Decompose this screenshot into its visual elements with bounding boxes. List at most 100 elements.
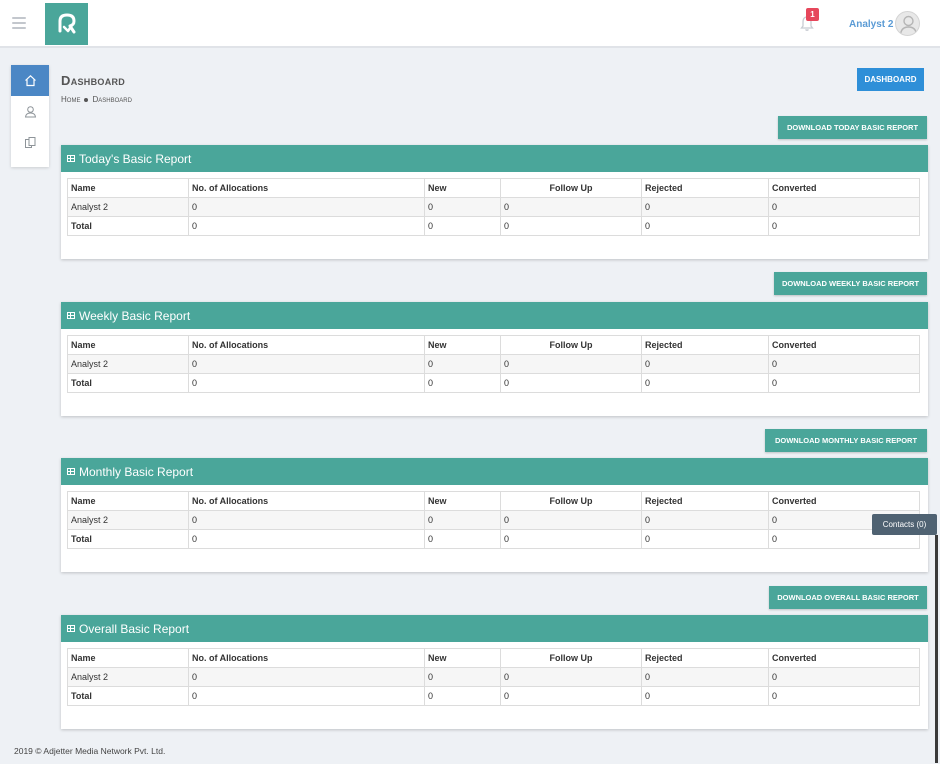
table-icon [67, 155, 75, 162]
table-cell: Analyst 2 [67, 354, 189, 374]
sidebar-item-users[interactable] [11, 96, 49, 127]
report-table: Name No. of Allocations New Follow Up Reject… [67, 491, 920, 549]
table-cell: Analyst 2 [67, 510, 189, 530]
table-cell: 0 [641, 373, 769, 393]
column-header[interactable]: Converted [768, 648, 920, 668]
scrollbar[interactable] [935, 535, 938, 763]
column-header[interactable]: Name [67, 335, 189, 355]
table-cell: 0 [500, 529, 642, 549]
page-title: Dashboard [61, 73, 126, 88]
table-row: Total 0 0 0 0 0 [67, 529, 920, 549]
column-header[interactable]: No. of Allocations [188, 491, 425, 511]
column-header[interactable]: Follow Up [500, 648, 642, 668]
table-cell: 0 [424, 197, 501, 217]
panel-header: Monthly Basic Report [61, 458, 928, 485]
table-icon [67, 625, 75, 632]
column-header[interactable]: Rejected [641, 335, 769, 355]
table-cell: 0 [500, 197, 642, 217]
column-header[interactable]: Converted [768, 491, 920, 511]
user-name-link[interactable]: Analyst 2 [849, 19, 894, 30]
column-header[interactable]: Name [67, 491, 189, 511]
download-monthly-report-button[interactable]: DOWNLOAD MONTHLY BASIC REPORT [765, 429, 927, 452]
panel-header: Overall Basic Report [61, 615, 928, 642]
table-cell: Total [67, 686, 189, 706]
column-header[interactable]: Name [67, 648, 189, 668]
report-table: Name No. of Allocations New Follow Up Reject… [67, 178, 920, 236]
table-cell: 0 [424, 510, 501, 530]
breadcrumb: Home Dashboard [61, 95, 132, 104]
panel-title: Today's Basic Report [79, 151, 192, 166]
download-overall-report-button[interactable]: DOWNLOAD OVERALL BASIC REPORT [769, 586, 927, 609]
table-cell: 0 [641, 197, 769, 217]
sidebar-item-home[interactable] [11, 65, 49, 96]
column-header[interactable]: Converted [768, 335, 920, 355]
table-cell: 0 [188, 197, 425, 217]
column-header[interactable]: Rejected [641, 491, 769, 511]
table-cell: 0 [500, 686, 642, 706]
report-table: Name No. of Allocations New Follow Up Reject… [67, 335, 920, 393]
table-cell: 0 [641, 686, 769, 706]
download-today-report-button[interactable]: DOWNLOAD TODAY BASIC REPORT [778, 116, 927, 139]
sidebar-item-reports[interactable] [11, 127, 49, 158]
panel-header: Today's Basic Report [61, 145, 928, 172]
column-header[interactable]: No. of Allocations [188, 335, 425, 355]
column-header[interactable]: New [424, 335, 501, 355]
table-header-row: Name No. of Allocations New Follow Up Reject… [67, 335, 920, 355]
table-cell: 0 [188, 354, 425, 374]
sidebar [11, 65, 49, 167]
table-cell: 0 [768, 373, 920, 393]
table-cell: Analyst 2 [67, 197, 189, 217]
user-avatar[interactable] [895, 11, 920, 36]
download-weekly-report-button[interactable]: DOWNLOAD WEEKLY BASIC REPORT [774, 272, 927, 295]
table-cell: Total [67, 529, 189, 549]
column-header[interactable]: Follow Up [500, 491, 642, 511]
column-header[interactable]: New [424, 178, 501, 198]
column-header[interactable]: New [424, 491, 501, 511]
footer-copyright: 2019 © Adjetter Media Network Pvt. Ltd. [14, 746, 166, 756]
table-cell: 0 [641, 510, 769, 530]
table-cell: Analyst 2 [67, 667, 189, 687]
table-cell: 0 [768, 197, 920, 217]
table-cell: 0 [424, 529, 501, 549]
overall-report-panel: Overall Basic Report Name No. of Allocatio… [61, 615, 928, 729]
column-header[interactable]: Rejected [641, 178, 769, 198]
table-header-row: Name No. of Allocations New Follow Up Reject… [67, 491, 920, 511]
table-cell: 0 [188, 216, 425, 236]
app-logo[interactable] [45, 3, 88, 45]
breadcrumb-current: Dashboard [92, 95, 132, 104]
table-cell: 0 [188, 686, 425, 706]
column-header[interactable]: Converted [768, 178, 920, 198]
table-row: Total 0 0 0 0 0 [67, 373, 920, 393]
table-cell: 0 [641, 529, 769, 549]
hamburger-menu-icon[interactable] [12, 17, 26, 29]
table-cell: 0 [424, 216, 501, 236]
top-bar: 1 Analyst 2 [0, 0, 940, 48]
table-cell: 0 [188, 667, 425, 687]
column-header[interactable]: No. of Allocations [188, 178, 425, 198]
table-cell: 0 [424, 354, 501, 374]
table-cell: 0 [188, 529, 425, 549]
column-header[interactable]: Follow Up [500, 335, 642, 355]
column-header[interactable]: Name [67, 178, 189, 198]
column-header[interactable]: Follow Up [500, 178, 642, 198]
notification-count-badge: 1 [806, 8, 819, 21]
column-header[interactable]: No. of Allocations [188, 648, 425, 668]
contacts-chat-button[interactable]: Contacts (0) [872, 514, 937, 535]
weekly-report-panel: Weekly Basic Report Name No. of Allocation… [61, 302, 928, 416]
table-cell: 0 [500, 354, 642, 374]
logo-icon [58, 13, 75, 34]
table-cell: 0 [424, 686, 501, 706]
table-header-row: Name No. of Allocations New Follow Up Reject… [67, 648, 920, 668]
breadcrumb-separator [84, 97, 89, 102]
breadcrumb-home[interactable]: Home [61, 95, 81, 104]
dashboard-button[interactable]: DASHBOARD [857, 68, 924, 91]
column-header[interactable]: Rejected [641, 648, 769, 668]
column-header[interactable]: New [424, 648, 501, 668]
table-cell: 0 [768, 354, 920, 374]
table-cell: 0 [641, 354, 769, 374]
monthly-report-panel: Monthly Basic Report Name No. of Allocatio… [61, 458, 928, 572]
panel-title: Overall Basic Report [79, 621, 190, 636]
documents-icon [24, 137, 35, 148]
